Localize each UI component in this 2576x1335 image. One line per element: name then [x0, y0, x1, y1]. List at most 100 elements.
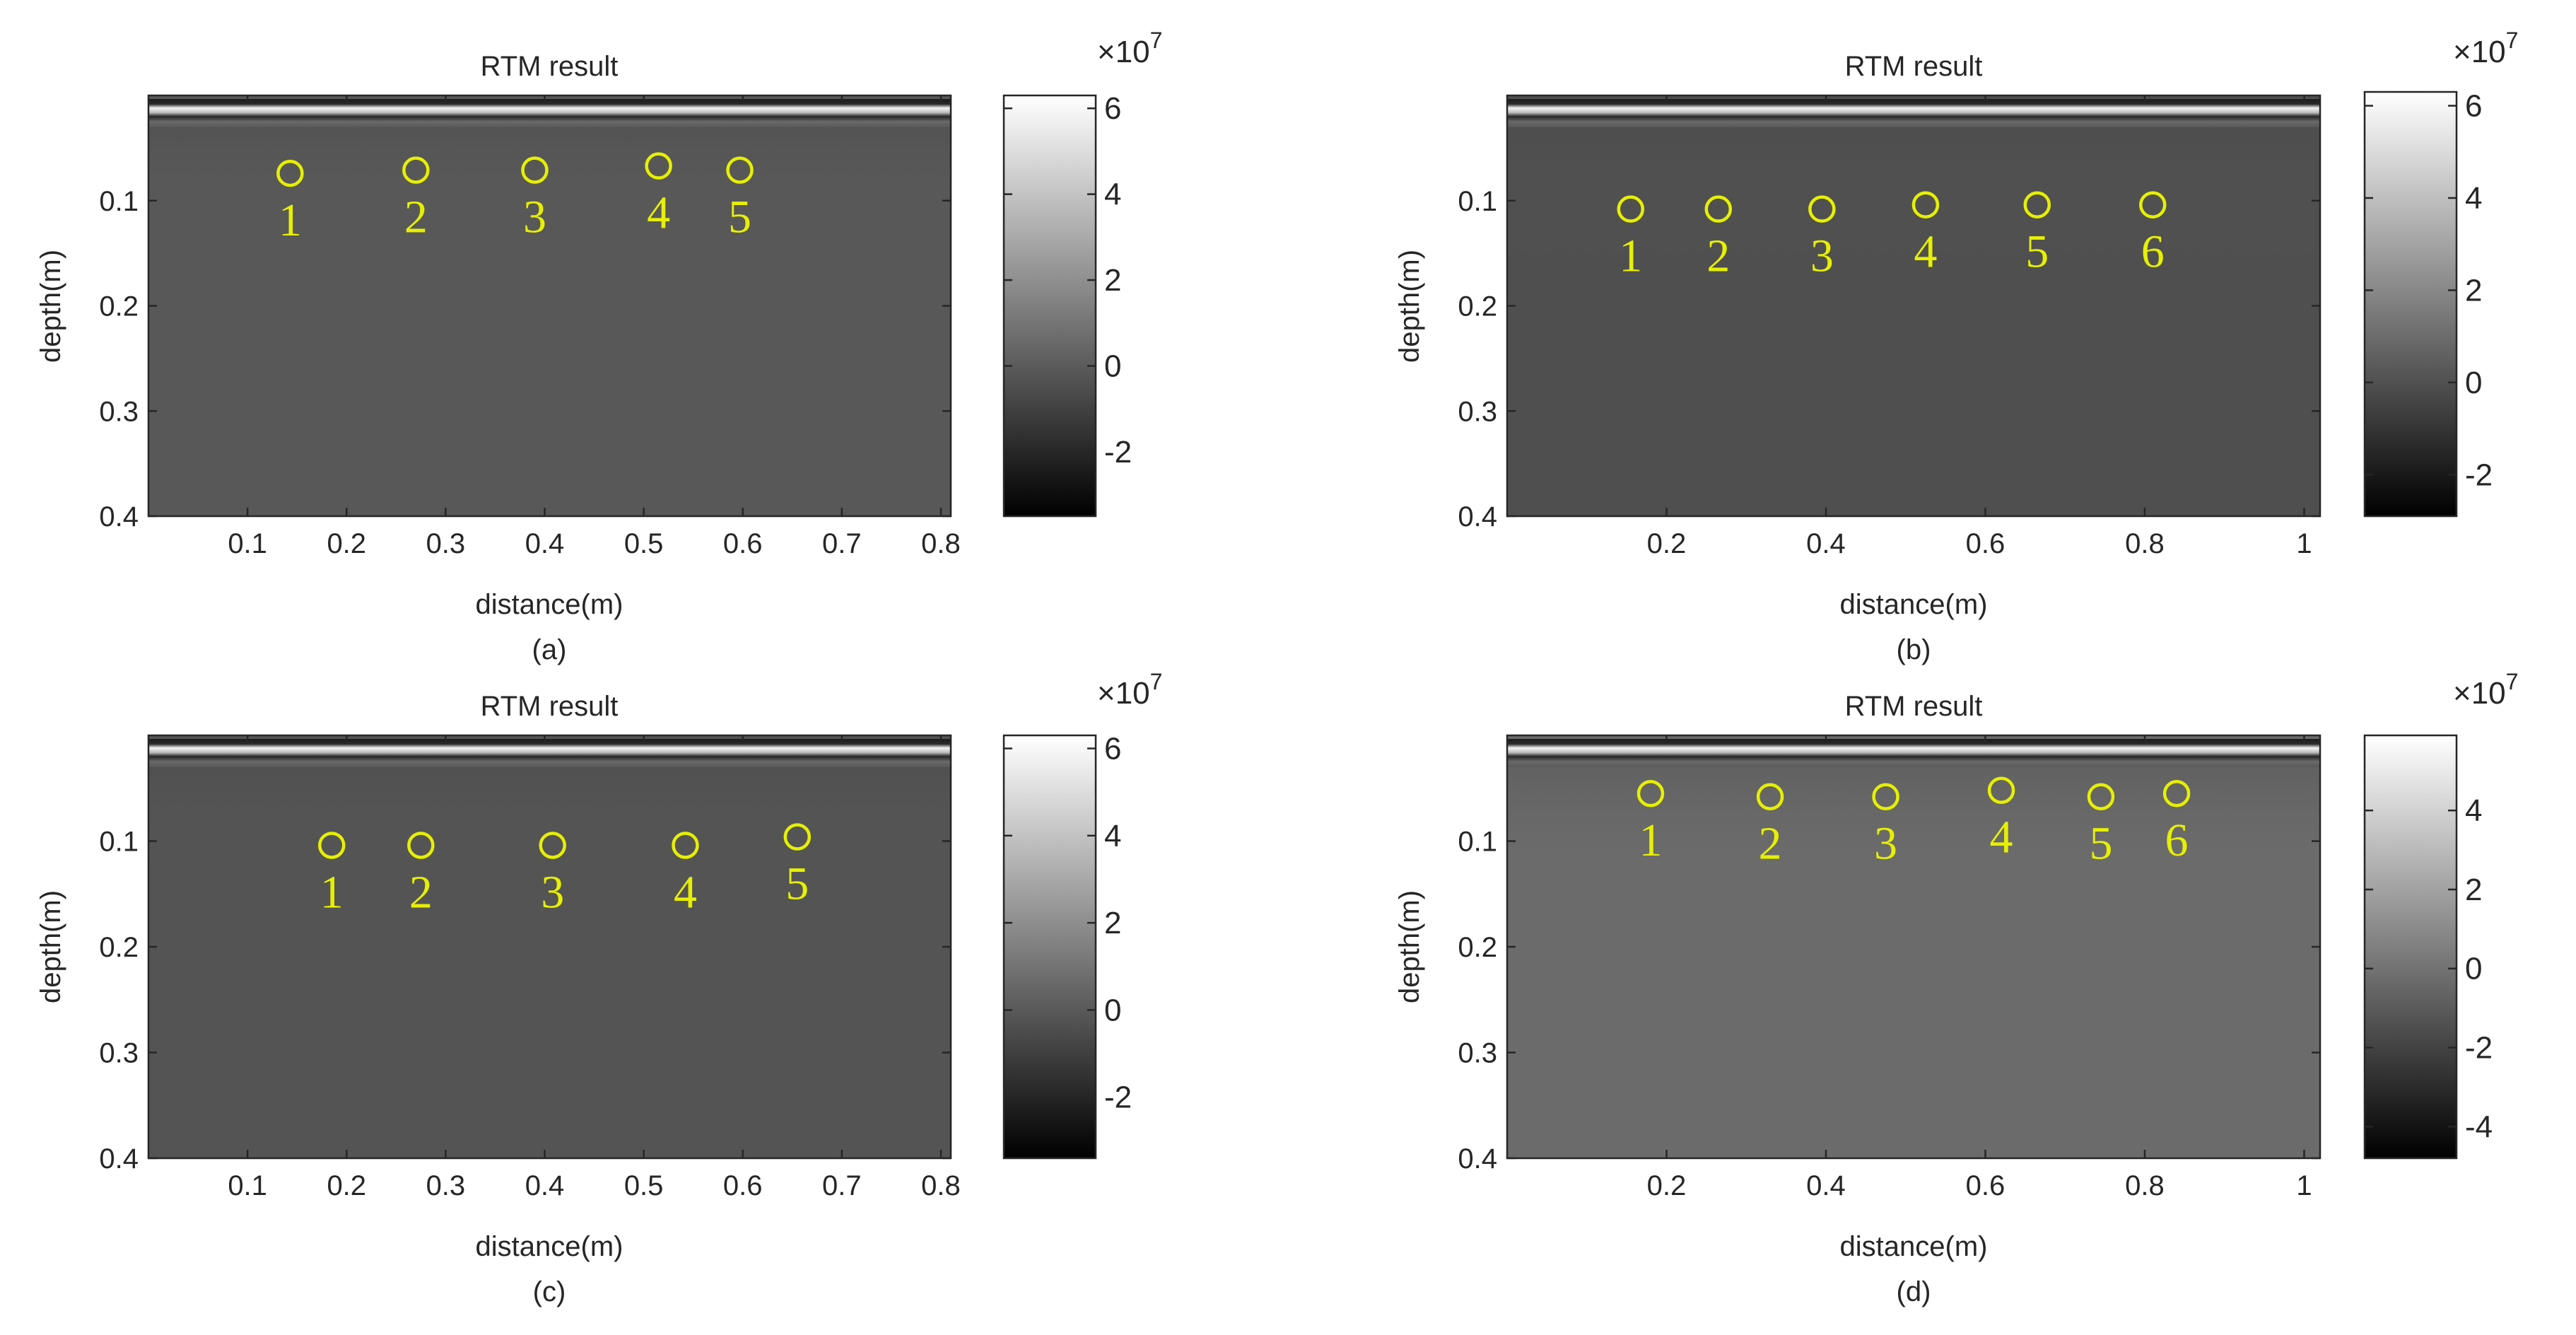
panel-b-ytick-label: 0.3 — [1458, 396, 1497, 427]
panel-c-target-label: 2 — [409, 866, 433, 918]
panel-b: 0.2 0.4 0.6 0.8 1 0.1 0.2 0.3 0.4 1 2 3 4 5 6 RTM re… — [1394, 28, 2518, 665]
panel-a-ytick-label: 0.4 — [99, 501, 139, 532]
panel-d-surface-reflection — [1507, 739, 2320, 767]
panel-c-ytick-label: 0.2 — [99, 932, 139, 963]
panel-b-colorbar-tick-label: 4 — [2465, 181, 2482, 216]
panel-d-xtick-label: 0.4 — [1806, 1170, 1846, 1201]
panel-a-target-marker — [276, 159, 304, 187]
panel-b-colorbar — [2363, 91, 2458, 518]
panel-b-colorbar-ticks: -2 0 2 4 6 — [2365, 89, 2493, 492]
panel-d-colorbar-exponent-base: ×10 — [2453, 676, 2506, 711]
panel-a-target-label: 1 — [279, 194, 302, 246]
panel-c-xtick-label: 0.6 — [723, 1170, 763, 1201]
panel-b-shallow-haze — [1507, 120, 2320, 262]
panel-c-target-marker — [407, 832, 435, 859]
panel-d-colorbar-exponent: ×107 — [2453, 669, 2518, 711]
panel-a-colorbar — [1002, 94, 1097, 518]
panel-c-yticks: 0.1 0.2 0.3 0.4 — [99, 827, 951, 1174]
panel-b-target-label: 2 — [1706, 231, 1730, 282]
panel-b-target-marker — [1808, 195, 1836, 223]
panel-b-target-label: 6 — [2141, 226, 2165, 278]
panel-b-colorbar-tick-label: -2 — [2465, 457, 2493, 492]
panel-a-ytick-label: 0.2 — [99, 291, 139, 322]
panel-a-colorbar-tick-label: 6 — [1104, 91, 1121, 126]
panel-b-xticks: 0.2 0.4 0.6 0.8 1 — [1647, 95, 2312, 559]
panel-c-xtick-label: 0.5 — [624, 1170, 664, 1201]
panel-b-target-marker — [1617, 195, 1645, 223]
panel-a-shallow-haze — [148, 120, 951, 205]
panel-a-colorbar-ticks: -2 0 2 4 6 — [1004, 91, 1132, 470]
panel-d-xtick-label: 0.2 — [1647, 1170, 1687, 1201]
panel-d-target-marker — [1756, 783, 1784, 810]
panel-b-surface-reflection — [1507, 99, 2320, 127]
panel-b-colorbar-tick-label: 2 — [2465, 273, 2482, 308]
panel-d-title: RTM result — [1845, 691, 1983, 722]
panel-b-colorbar-tick-label: 0 — [2465, 366, 2482, 400]
panel-d-target-label: 6 — [2165, 815, 2189, 866]
panel-d-ytick-label: 0.3 — [1458, 1038, 1497, 1069]
panel-d-target-label: 4 — [1990, 812, 2013, 863]
panel-a-ylabel: depth(m) — [35, 250, 66, 363]
panel-b-xtick-label: 1 — [2296, 528, 2312, 559]
panel-b-title: RTM result — [1845, 51, 1983, 82]
panel-c-target-marker — [783, 823, 812, 851]
panel-d-yticks: 0.1 0.2 0.3 0.4 — [1458, 827, 2320, 1174]
panel-d-target-label: 2 — [1759, 818, 1782, 870]
panel-d-ytick-label: 0.2 — [1458, 932, 1497, 963]
panel-d-colorbar-exponent-power: 7 — [2506, 669, 2519, 694]
panel-b-target-marker — [1911, 191, 1940, 218]
panel-d-target-marker — [1637, 779, 1665, 808]
panel-b-target-marker — [2138, 191, 2167, 218]
panel-a-target-marker — [645, 152, 672, 180]
panel-c-title: RTM result — [481, 691, 619, 722]
panel-b-xtick-label: 0.8 — [2125, 528, 2165, 559]
panel-a-xtick-label: 0.4 — [525, 528, 565, 559]
panel-a-surface-reflection — [148, 99, 951, 127]
panel-c-ytick-label: 0.1 — [99, 827, 139, 858]
panel-c-colorbar-exponent: ×107 — [1097, 669, 1162, 711]
panel-a-colorbar-exponent-base: ×10 — [1097, 35, 1150, 69]
panel-a-xtick-label: 0.6 — [723, 528, 763, 559]
panel-d-colorbar-tick-label: -4 — [2465, 1109, 2493, 1144]
panel-b-markers: 1 2 3 4 5 6 — [1617, 191, 2167, 282]
panel-c-colorbar-tick-label: 0 — [1104, 993, 1121, 1027]
panel-d-colorbar-tick-label: 0 — [2465, 952, 2482, 986]
panel-d-xticks: 0.2 0.4 0.6 0.8 1 — [1647, 735, 2312, 1201]
panel-b-colorbar-exponent-base: ×10 — [2453, 35, 2506, 69]
panel-a-target-label: 3 — [523, 192, 546, 243]
panel-c: 0.1 0.2 0.3 0.4 0.5 0.6 0.7 0.8 0.1 0.2 0.3 0.4 1 2… — [35, 669, 1162, 1307]
panel-a-target-marker — [726, 156, 754, 184]
panel-b-ytick-label: 0.1 — [1458, 186, 1497, 217]
panel-d-ytick-label: 0.4 — [1458, 1143, 1497, 1174]
panel-b-ytick-label: 0.2 — [1458, 291, 1497, 322]
panel-a-xtick-label: 0.3 — [426, 528, 466, 559]
panel-b-xtick-label: 0.6 — [1966, 528, 2006, 559]
panel-c-xtick-label: 0.1 — [228, 1170, 267, 1201]
panel-a-target-label: 5 — [728, 192, 751, 243]
panel-d-shallow-haze — [1507, 760, 2320, 852]
panel-d-caption: (d) — [1897, 1276, 1931, 1307]
panel-b-ytick-label: 0.4 — [1458, 501, 1497, 532]
panel-d: 0.2 0.4 0.6 0.8 1 0.1 0.2 0.3 0.4 1 2 3 4 5 6 RTM re… — [1394, 669, 2518, 1307]
panel-b-target-label: 3 — [1810, 231, 1834, 282]
panel-a-target-label: 2 — [404, 192, 428, 243]
panel-c-ytick-label: 0.3 — [99, 1038, 139, 1069]
panel-d-target-label: 3 — [1874, 818, 1897, 870]
panel-b-colorbar-exponent-power: 7 — [2506, 28, 2519, 53]
panel-c-colorbar-tick-label: 2 — [1104, 906, 1121, 940]
panel-c-xlabel: distance(m) — [476, 1231, 623, 1262]
panel-a-colorbar-exponent: ×107 — [1097, 28, 1162, 69]
panel-b-target-marker — [1704, 195, 1733, 223]
panel-c-target-marker — [539, 832, 566, 859]
panel-a-colorbar-tick-label: 2 — [1104, 263, 1121, 298]
panel-d-colorbar-tick-label: 2 — [2465, 873, 2482, 907]
panel-c-xtick-label: 0.3 — [426, 1170, 466, 1201]
panel-c-caption: (c) — [533, 1276, 566, 1307]
panel-b-colorbar-tick-label: 6 — [2465, 89, 2482, 124]
panel-a-xtick-label: 0.8 — [921, 528, 961, 559]
panel-d-target-marker — [2087, 783, 2115, 810]
panel-a-xtick-label: 0.7 — [822, 528, 862, 559]
panel-c-ytick-label: 0.4 — [99, 1143, 139, 1174]
panel-b-target-label: 4 — [1914, 226, 1937, 278]
panel-b-xtick-label: 0.2 — [1647, 528, 1687, 559]
